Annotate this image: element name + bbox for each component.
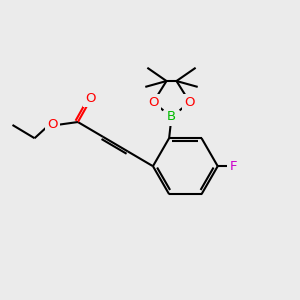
Text: O: O	[184, 96, 195, 109]
Text: B: B	[167, 110, 176, 123]
Text: O: O	[85, 92, 95, 105]
Text: O: O	[148, 96, 158, 109]
Text: O: O	[48, 118, 58, 131]
Text: F: F	[230, 160, 238, 173]
